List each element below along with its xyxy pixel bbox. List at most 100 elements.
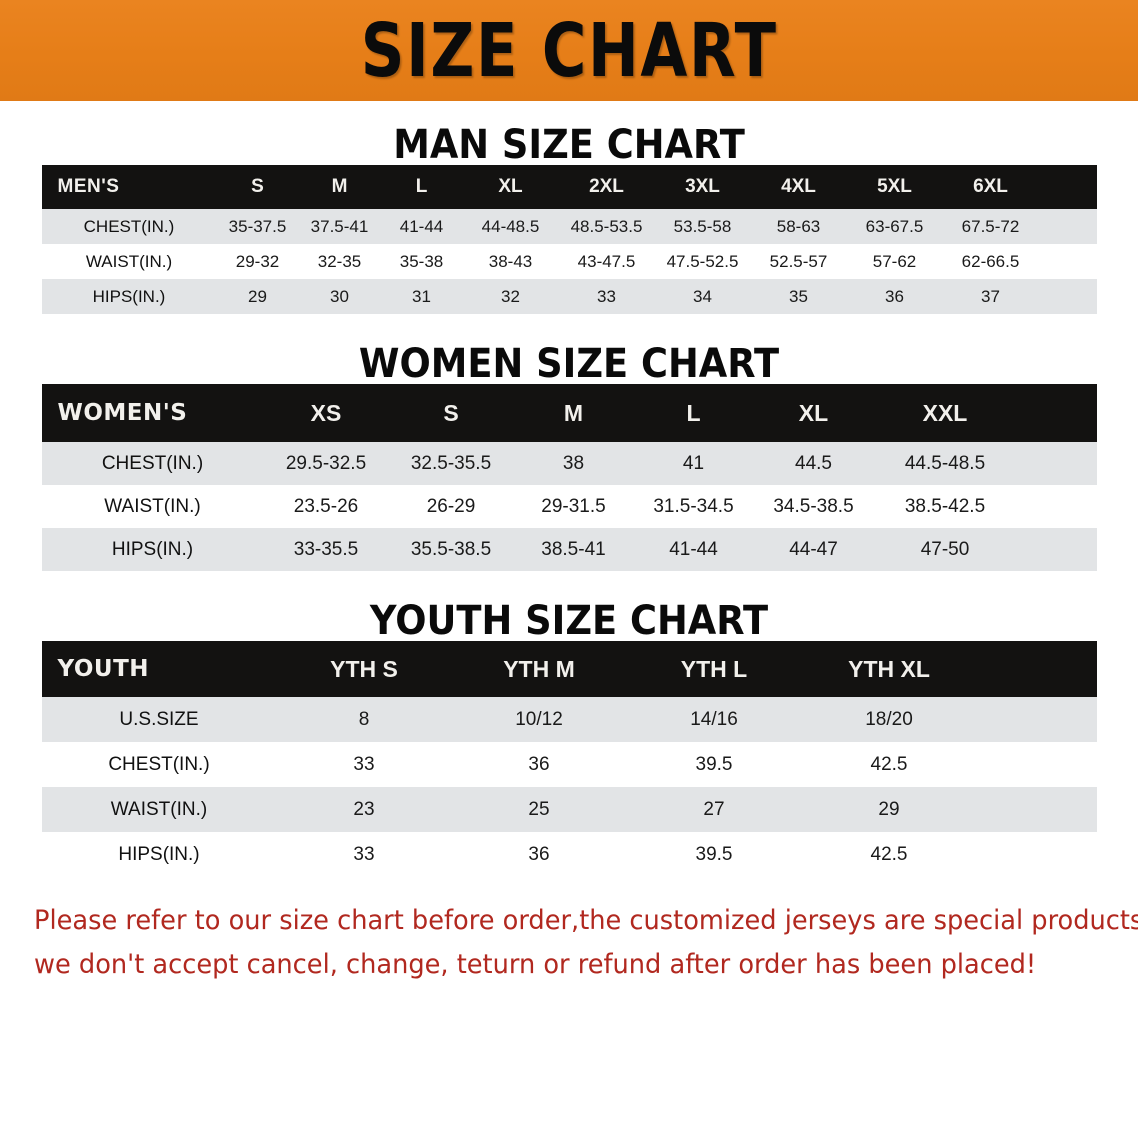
table-cell: 29 [248, 286, 267, 306]
youth-section-title: YOUTH SIZE CHART [369, 598, 769, 644]
women-size-table: WOMEN'S XS S M L XL XXL CHEST(IN.) 29.5-… [41, 384, 1097, 571]
table-row: U.S.SIZE 8 10/12 14/16 18/20 [41, 697, 1097, 742]
women-col-header-xl: XL [798, 399, 829, 426]
table-cell: 38.5-41 [541, 538, 606, 560]
table-cell: 36 [885, 286, 904, 306]
table-cell-pad [1017, 442, 1097, 485]
table-cell-pad [977, 742, 1097, 787]
youth-col-header-yth-m: YTH M [503, 655, 575, 682]
table-cell: 35 [789, 286, 808, 306]
table-cell: 42.5 [870, 753, 908, 775]
table-cell: 35.5-38.5 [410, 538, 492, 560]
youth-table-header-row: YOUTH YTH S YTH M YTH L YTH XL [41, 641, 1097, 697]
table-row: HIPS(IN.) 33 36 39.5 42.5 [41, 832, 1097, 877]
youth-table-wrap: YOUTH YTH S YTH M YTH L YTH XL U.S.SIZE … [41, 641, 1097, 877]
table-cell: 67.5-72 [961, 216, 1020, 236]
women-col-header-xxl: XXL [922, 399, 968, 426]
table-cell: 31.5-34.5 [653, 495, 734, 517]
man-col-header-l: L [415, 176, 428, 197]
man-row-label-hips: HIPS(IN.) [92, 286, 166, 306]
man-col-header-5xl: 5XL [877, 176, 912, 197]
table-cell: 43-47.5 [577, 251, 636, 271]
women-section-title: WOMEN SIZE CHART [358, 341, 780, 387]
man-size-table: MEN'S S M L XL 2XL 3XL 4XL 5XL 6XL CHEST… [41, 165, 1097, 314]
table-cell: 29.5-32.5 [285, 452, 367, 474]
table-cell: 41 [682, 452, 705, 474]
table-cell: 23.5-26 [293, 495, 359, 517]
table-row: WAIST(IN.) 23 25 27 29 [41, 787, 1097, 832]
youth-col-header-pad [977, 641, 1097, 697]
youth-row-label-hips: HIPS(IN.) [118, 843, 200, 865]
youth-row-label-us-size: U.S.SIZE [119, 708, 199, 730]
table-row: CHEST(IN.) 33 36 39.5 42.5 [41, 742, 1097, 787]
disclaimer-note: Please refer to our size chart before or… [34, 899, 1138, 987]
women-col-header-xs: XS [310, 399, 342, 426]
man-table-header-row: MEN'S S M L XL 2XL 3XL 4XL 5XL 6XL [41, 165, 1097, 209]
table-cell: 47.5-52.5 [666, 251, 739, 271]
table-row: CHEST(IN.) 29.5-32.5 32.5-35.5 38 41 44.… [41, 442, 1097, 485]
table-cell: 57-62 [872, 251, 917, 271]
table-cell: 33-35.5 [293, 538, 359, 560]
table-cell: 25 [528, 798, 550, 820]
table-row: WAIST(IN.) 23.5-26 26-29 29-31.5 31.5-34… [41, 485, 1097, 528]
youth-row-label-chest: CHEST(IN.) [108, 753, 210, 775]
table-cell: 34 [693, 286, 712, 306]
table-cell: 32 [501, 286, 520, 306]
table-cell: 29 [878, 798, 900, 820]
man-col-header-2xl: 2XL [589, 176, 624, 197]
table-row: WAIST(IN.) 29-32 32-35 35-38 38-43 43-47… [41, 244, 1097, 279]
youth-size-table: YOUTH YTH S YTH M YTH L YTH XL U.S.SIZE … [41, 641, 1097, 877]
man-section-title: MAN SIZE CHART [393, 122, 745, 168]
table-cell: 37 [981, 286, 1000, 306]
table-cell: 35-38 [399, 251, 444, 271]
man-col-header-pad [1039, 165, 1097, 209]
table-cell: 52.5-57 [769, 251, 828, 271]
women-table-wrap: WOMEN'S XS S M L XL XXL CHEST(IN.) 29.5-… [41, 384, 1097, 571]
youth-col-header-yth-s: YTH S [330, 655, 398, 682]
table-cell: 23 [353, 798, 375, 820]
table-cell-pad [977, 787, 1097, 832]
man-corner-label: MEN'S [57, 176, 120, 197]
women-row-label-chest: CHEST(IN.) [101, 452, 204, 474]
table-cell: 38-43 [488, 251, 533, 271]
table-cell: 44-48.5 [481, 216, 540, 236]
table-cell: 44.5-48.5 [904, 452, 986, 474]
table-cell: 32-35 [317, 251, 362, 271]
table-cell: 48.5-53.5 [570, 216, 643, 236]
man-row-label-chest: CHEST(IN.) [83, 216, 175, 236]
youth-col-header-yth-l: YTH L [680, 655, 748, 682]
table-cell: 38.5-42.5 [904, 495, 986, 517]
man-row-label-waist: WAIST(IN.) [85, 251, 173, 271]
women-col-header-m: M [563, 399, 584, 426]
man-table-wrap: MEN'S S M L XL 2XL 3XL 4XL 5XL 6XL CHEST… [41, 165, 1097, 314]
table-cell: 10/12 [515, 708, 563, 730]
table-cell-pad [1039, 244, 1097, 279]
table-cell: 31 [412, 286, 431, 306]
table-cell: 36 [528, 843, 550, 865]
table-cell: 14/16 [690, 708, 738, 730]
table-row: HIPS(IN.) 33-35.5 35.5-38.5 38.5-41 41-4… [41, 528, 1097, 571]
women-row-label-hips: HIPS(IN.) [111, 538, 194, 560]
table-cell: 62-66.5 [961, 251, 1020, 271]
youth-col-header-yth-xl: YTH XL [848, 655, 930, 682]
table-cell: 33 [353, 843, 375, 865]
table-cell: 53.5-58 [673, 216, 732, 236]
table-cell-pad [977, 832, 1097, 877]
table-cell: 37.5-41 [310, 216, 369, 236]
table-cell: 58-63 [776, 216, 821, 236]
youth-row-label-waist: WAIST(IN.) [110, 798, 208, 820]
table-cell: 41-44 [399, 216, 444, 236]
table-row: HIPS(IN.) 29 30 31 32 33 34 35 36 37 [41, 279, 1097, 314]
table-cell: 33 [597, 286, 616, 306]
table-cell-pad [1017, 485, 1097, 528]
table-cell: 42.5 [870, 843, 908, 865]
disclaimer-line-2: we don't accept cancel, change, teturn o… [34, 949, 1037, 980]
man-col-header-6xl: 6XL [973, 176, 1008, 197]
table-cell-pad [1039, 279, 1097, 314]
man-col-header-m: M [331, 176, 348, 197]
man-col-header-s: S [251, 176, 264, 197]
table-cell: 39.5 [695, 753, 733, 775]
table-cell: 63-67.5 [865, 216, 924, 236]
table-cell: 44-47 [789, 538, 838, 560]
table-cell: 35-37.5 [228, 216, 287, 236]
